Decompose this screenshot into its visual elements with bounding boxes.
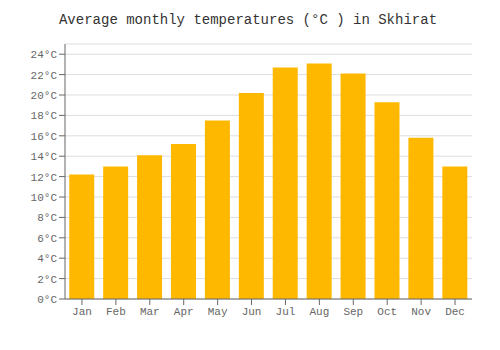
- svg-text:Jul: Jul: [276, 306, 296, 318]
- svg-text:18°C: 18°C: [31, 110, 58, 122]
- svg-text:Sep: Sep: [343, 306, 363, 318]
- html-text:Average monthly temperatures (: Average monthly temperatures (°C ) in Sk…: [59, 12, 437, 28]
- svg-text:Dec: Dec: [445, 306, 465, 318]
- svg-text:Feb: Feb: [106, 306, 126, 318]
- svg-text:Jan: Jan: [72, 306, 92, 318]
- svg-text:12°C: 12°C: [31, 172, 58, 184]
- svg-text:Mar: Mar: [140, 306, 160, 318]
- svg-text:8°C: 8°C: [37, 212, 57, 224]
- svg-text:2°C: 2°C: [37, 274, 57, 286]
- svg-text:20°C: 20°C: [31, 90, 58, 102]
- svg-text:Nov: Nov: [411, 306, 431, 318]
- svg-text:Jun: Jun: [242, 306, 262, 318]
- svg-text:Apr: Apr: [174, 306, 194, 318]
- svg-text:24°C: 24°C: [31, 49, 58, 61]
- svg-text:Oct: Oct: [377, 306, 397, 318]
- svg-text:14°C: 14°C: [31, 151, 58, 163]
- svg-text:22°C: 22°C: [31, 70, 58, 82]
- svg-text:0°C: 0°C: [37, 294, 57, 306]
- svg-text:May: May: [208, 306, 228, 318]
- svg-text:10°C: 10°C: [31, 192, 58, 204]
- svg-text:4°C: 4°C: [37, 253, 57, 265]
- svg-text:16°C: 16°C: [31, 131, 58, 143]
- svg-text:6°C: 6°C: [37, 233, 57, 245]
- svg-text:Aug: Aug: [309, 306, 329, 318]
